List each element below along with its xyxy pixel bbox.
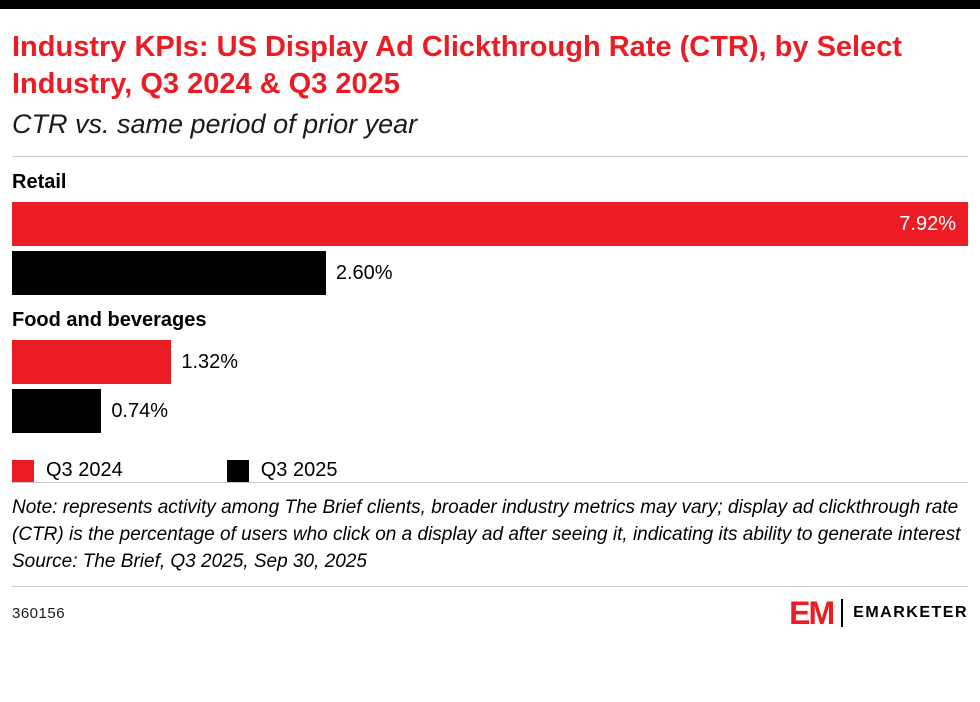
value-label: 2.60%	[335, 261, 393, 284]
category-label: Retail	[12, 171, 67, 194]
bar-row: 0.74%	[12, 389, 968, 434]
value-label: 0.74%	[111, 399, 169, 422]
top-accent-bar	[0, 0, 980, 9]
chart-title: Industry KPIs: US Display Ad Clickthroug…	[12, 31, 903, 101]
bar-row: 1.32%	[12, 340, 968, 385]
value-label: 7.92%	[899, 212, 956, 235]
notes-block: Note: represents activity among The Brie…	[12, 495, 968, 576]
legend-item-q3-2025: Q3 2025	[226, 459, 338, 482]
legend-swatch-icon	[12, 459, 34, 482]
chart-id: 360156	[12, 604, 66, 622]
bar-row: 7.92%	[12, 202, 968, 247]
bar-q3-2025-retail	[12, 251, 326, 296]
legend-swatch-icon	[226, 459, 249, 482]
footer: 360156 EM EMARKETER	[0, 587, 980, 629]
bar-row: 2.60%	[12, 251, 968, 296]
source-text: Source: The Brief, Q3 2025, Sep 30, 2025	[12, 551, 367, 573]
logo-divider	[841, 599, 844, 628]
legend-label: Q3 2024	[46, 459, 123, 482]
bar-q3-2024-food-and-beverages	[12, 340, 172, 385]
bar-chart: Retail 7.92% 2.60% Food and beverages 1.32% 0…	[12, 171, 968, 434]
value-label: 1.32%	[181, 350, 239, 373]
bar-group-food-and-beverages: Food and beverages 1.32% 0.74%	[12, 309, 968, 434]
bar-q3-2024-retail: 7.92%	[12, 202, 968, 247]
chart-page: Industry KPIs: US Display Ad Clickthroug…	[0, 29, 980, 588]
bar-q3-2025-food-and-beverages	[12, 389, 102, 434]
note-text: Note: represents activity among The Brie…	[12, 497, 961, 546]
bar-group-retail: Retail 7.92% 2.60%	[12, 171, 968, 296]
legend-item-q3-2024: Q3 2024	[12, 459, 123, 482]
emarketer-wordmark: EMARKETER	[853, 604, 968, 622]
divider-notes	[12, 482, 968, 484]
divider-footer	[12, 586, 968, 588]
chart-legend: Q3 2024 Q3 2025	[12, 459, 968, 482]
legend-label: Q3 2025	[260, 459, 338, 482]
category-label: Food and beverages	[12, 309, 207, 332]
emarketer-logo: EM EMARKETER	[789, 597, 968, 629]
chart-subtitle: CTR vs. same period of prior year	[12, 109, 418, 140]
divider-top	[12, 156, 968, 158]
emarketer-logo-mark-icon: EM	[789, 595, 835, 632]
